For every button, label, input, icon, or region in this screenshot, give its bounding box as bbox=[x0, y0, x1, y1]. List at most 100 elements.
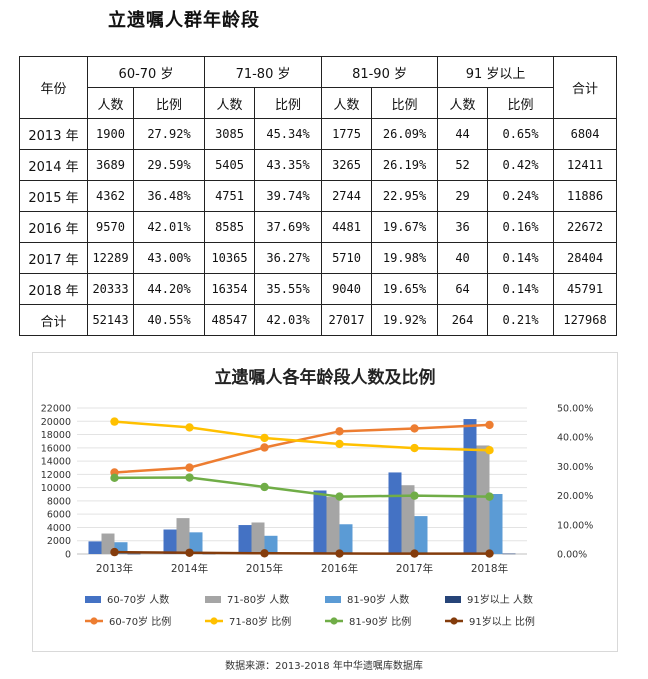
total-cell: 11886 bbox=[553, 180, 618, 212]
count-cell: 1900 bbox=[87, 118, 134, 150]
x-tick-label: 2018年 bbox=[471, 562, 508, 575]
y-right-tick-label: 10.00% bbox=[557, 520, 593, 531]
combo-chart: 立遗嘱人各年龄段人数及比例 0 2000 4000 6000 8000 10000 1200… bbox=[41, 367, 593, 628]
legend-swatch bbox=[85, 596, 101, 603]
legend-label: 60-70岁 人数 bbox=[107, 593, 169, 606]
bar bbox=[88, 541, 102, 554]
x-tick-label: 2017年 bbox=[396, 562, 433, 575]
total-cell: 45791 bbox=[553, 273, 618, 305]
ratio-cell: 36.48% bbox=[132, 180, 206, 212]
ratio-cell: 0.14% bbox=[487, 242, 555, 274]
bar bbox=[313, 490, 327, 554]
count-cell: 52 bbox=[437, 149, 489, 181]
ratio-cell: 26.09% bbox=[371, 118, 439, 150]
y-right-tick-label: 40.00% bbox=[557, 433, 593, 444]
legend-marker bbox=[90, 617, 98, 625]
total-cell: 127968 bbox=[553, 304, 618, 336]
y-left-tick-label: 2000 bbox=[47, 536, 71, 547]
series-line bbox=[114, 550, 490, 555]
line-point bbox=[335, 549, 344, 558]
ratio-cell: 19.92% bbox=[371, 304, 439, 336]
ratio-cell: 19.98% bbox=[371, 242, 439, 274]
ratio-cell: 0.21% bbox=[487, 304, 555, 336]
bar bbox=[401, 485, 415, 554]
year-cell: 2017 年 bbox=[19, 242, 88, 274]
line-point bbox=[485, 445, 494, 455]
legend-label: 71-80岁 比例 bbox=[229, 615, 291, 628]
count-cell: 8585 bbox=[204, 211, 256, 243]
bar bbox=[251, 522, 265, 554]
ratio-cell: 42.01% bbox=[132, 211, 206, 243]
y-right-tick-label: 20.00% bbox=[557, 491, 593, 502]
line-point bbox=[410, 443, 419, 453]
x-tick-label: 2014年 bbox=[171, 562, 208, 575]
group-header: 91 岁以上 bbox=[437, 56, 555, 88]
y-left-tick-label: 18000 bbox=[41, 430, 71, 441]
table-row: 2016 年 9570 42.01% 8585 37.69% 4481 19.67% 36 0.… bbox=[19, 211, 618, 243]
count-cell: 4362 bbox=[87, 180, 134, 212]
line-point bbox=[110, 417, 119, 426]
y-left-tick-label: 16000 bbox=[41, 443, 71, 454]
year-cell: 2015 年 bbox=[19, 180, 88, 212]
series-line bbox=[114, 423, 490, 474]
table-row: 合计 52143 40.55% 48547 42.03% 27017 19.92% 264 0.… bbox=[19, 304, 618, 336]
line-point bbox=[260, 443, 269, 452]
total-cell: 12411 bbox=[553, 149, 618, 181]
y-left-tick-label: 0 bbox=[65, 550, 71, 561]
line-point bbox=[185, 548, 194, 557]
y-left-tick-label: 6000 bbox=[47, 510, 71, 521]
count-cell: 20333 bbox=[87, 273, 134, 305]
ratio-cell: 27.92% bbox=[132, 118, 206, 150]
legend-marker bbox=[210, 617, 218, 625]
year-cell: 2013 年 bbox=[19, 118, 88, 150]
table-row: 2015 年 4362 36.48% 4751 39.74% 2744 22.95% 29 0.… bbox=[19, 180, 618, 212]
count-cell: 10365 bbox=[204, 242, 256, 274]
ratio-cell: 45.34% bbox=[254, 118, 323, 150]
x-tick-label: 2015年 bbox=[246, 562, 283, 575]
table-row: 2014 年 3689 29.59% 5405 43.35% 3265 26.19% 52 0.… bbox=[19, 149, 618, 181]
bar bbox=[163, 529, 177, 554]
ratio-cell: 40.55% bbox=[132, 304, 206, 336]
table-row: 2018 年 20333 44.20% 16354 35.55% 9040 19.65% 64… bbox=[19, 273, 618, 305]
series-line bbox=[114, 420, 490, 452]
ratio-cell: 43.00% bbox=[132, 242, 206, 274]
line-point bbox=[410, 424, 419, 433]
line-point bbox=[260, 549, 269, 558]
line-point bbox=[335, 427, 344, 436]
ratio-cell: 35.55% bbox=[254, 273, 323, 305]
table-row: 2013 年 1900 27.92% 3085 45.34% 1775 26.09% 44 0.… bbox=[19, 118, 618, 150]
y-left-tick-label: 4000 bbox=[47, 523, 71, 534]
line-point bbox=[110, 547, 119, 557]
bar bbox=[189, 532, 203, 554]
total-header: 合计 bbox=[553, 56, 618, 119]
legend-swatch bbox=[445, 596, 461, 603]
count-cell: 36 bbox=[437, 211, 489, 243]
ratio-cell: 0.65% bbox=[487, 118, 555, 150]
ratio-cell: 0.24% bbox=[487, 180, 555, 212]
count-cell: 16354 bbox=[204, 273, 256, 305]
year-cell: 合计 bbox=[19, 304, 88, 336]
ratio-cell: 29.59% bbox=[132, 149, 206, 181]
table-title: 立遗嘱人群年龄段 bbox=[108, 10, 260, 31]
count-cell: 4751 bbox=[204, 180, 256, 212]
total-cell: 6804 bbox=[553, 118, 618, 150]
count-cell: 12289 bbox=[87, 242, 134, 274]
group-header: 60-70 岁 bbox=[86, 56, 206, 88]
legend-marker bbox=[330, 617, 338, 625]
count-cell: 44 bbox=[437, 118, 489, 150]
count-cell: 40 bbox=[437, 242, 489, 274]
x-tick-label: 2013年 bbox=[96, 562, 133, 575]
ratio-cell: 36.27% bbox=[254, 242, 323, 274]
ratio-cell: 37.69% bbox=[254, 211, 323, 243]
count-cell: 5710 bbox=[321, 242, 373, 274]
bar bbox=[489, 494, 503, 554]
legend-label: 81-90岁 比例 bbox=[349, 615, 411, 628]
count-cell: 9570 bbox=[87, 211, 134, 243]
bar bbox=[502, 553, 516, 555]
series-line bbox=[114, 476, 490, 498]
year-cell: 2014 年 bbox=[19, 149, 88, 181]
legend-label: 81-90岁 人数 bbox=[347, 593, 409, 606]
count-cell: 27017 bbox=[321, 304, 373, 336]
count-cell: 3689 bbox=[87, 149, 134, 181]
ratio-cell: 42.03% bbox=[254, 304, 323, 336]
